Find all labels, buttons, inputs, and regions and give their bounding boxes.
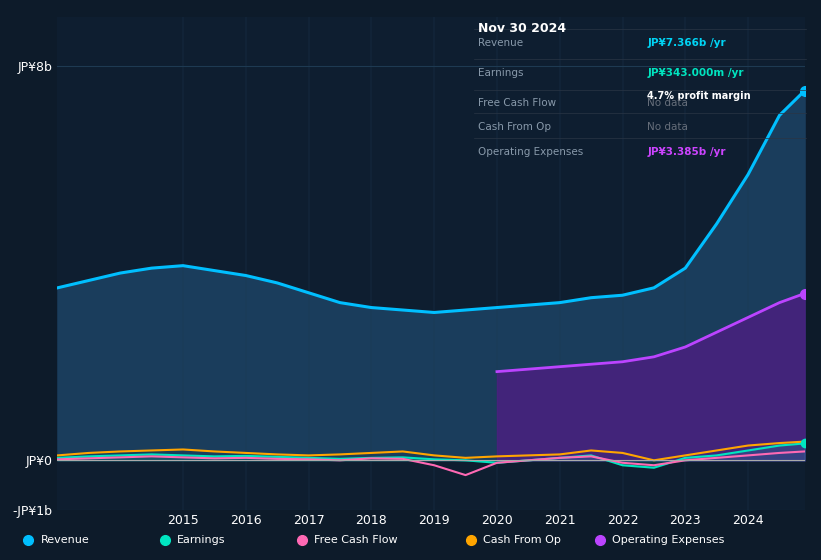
Text: Earnings: Earnings xyxy=(478,68,524,78)
Text: Revenue: Revenue xyxy=(478,38,523,48)
Text: 4.7% profit margin: 4.7% profit margin xyxy=(648,91,751,101)
Text: Earnings: Earnings xyxy=(177,535,226,545)
Text: No data: No data xyxy=(648,122,688,132)
Text: JP¥7.366b /yr: JP¥7.366b /yr xyxy=(648,38,726,48)
Text: Cash From Op: Cash From Op xyxy=(483,535,561,545)
Text: Operating Expenses: Operating Expenses xyxy=(612,535,724,545)
Text: No data: No data xyxy=(648,98,688,108)
Text: JP¥3.385b /yr: JP¥3.385b /yr xyxy=(648,147,726,157)
Text: Nov 30 2024: Nov 30 2024 xyxy=(478,22,566,35)
Text: Operating Expenses: Operating Expenses xyxy=(478,147,583,157)
Text: Free Cash Flow: Free Cash Flow xyxy=(478,98,556,108)
Text: Cash From Op: Cash From Op xyxy=(478,122,551,132)
Text: Revenue: Revenue xyxy=(40,535,89,545)
Text: JP¥343.000m /yr: JP¥343.000m /yr xyxy=(648,68,744,78)
Text: Free Cash Flow: Free Cash Flow xyxy=(314,535,397,545)
